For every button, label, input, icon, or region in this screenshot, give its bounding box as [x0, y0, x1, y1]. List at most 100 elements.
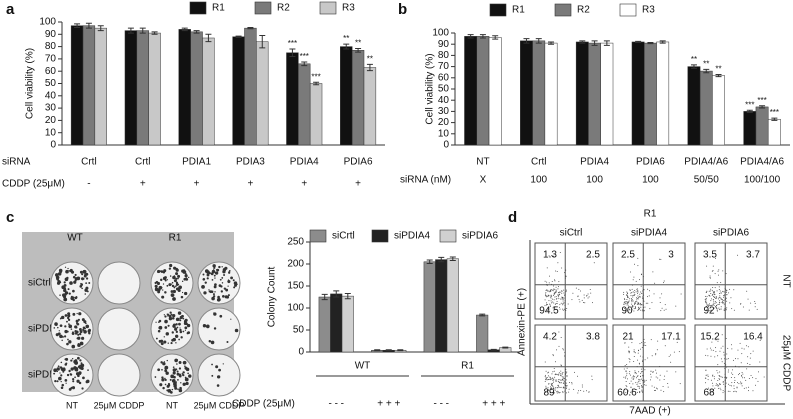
- colony: [164, 276, 167, 279]
- colony: [212, 269, 215, 272]
- y-axis-label: Cell viability (%): [425, 53, 436, 124]
- flow-event: [631, 377, 633, 379]
- flow-event: [727, 347, 729, 349]
- colony: [71, 344, 76, 349]
- flow-event: [663, 282, 665, 284]
- flow-event: [642, 341, 644, 343]
- flow-event: [713, 307, 715, 309]
- bar: [190, 31, 203, 146]
- colony: [212, 295, 216, 298]
- flow-x-label: 7AAD (+): [629, 406, 670, 417]
- flow-event: [553, 288, 555, 290]
- flow-event: [583, 294, 585, 296]
- colony: [171, 378, 176, 383]
- flow-event: [637, 295, 639, 297]
- flow-event: [757, 380, 759, 382]
- error-bar: [635, 40, 642, 44]
- colony: [234, 328, 239, 333]
- colony: [75, 369, 79, 372]
- error-bar: [548, 41, 555, 45]
- y-tick-label: 0: [443, 140, 449, 151]
- flow-event: [587, 297, 589, 299]
- flow-event: [718, 269, 720, 271]
- flow-event: [653, 293, 655, 295]
- colony: [162, 289, 164, 291]
- flow-event: [642, 299, 644, 301]
- colony: [232, 279, 235, 282]
- flow-event: [636, 297, 638, 299]
- flow-event: [726, 358, 728, 360]
- y-tick-label: 100: [287, 303, 304, 314]
- flow-event: [551, 289, 553, 291]
- flow-event: [544, 391, 546, 393]
- flow-event: [559, 382, 561, 384]
- flow-event: [642, 276, 644, 278]
- colony: [81, 277, 85, 281]
- flow-event: [708, 387, 710, 389]
- flow-event: [559, 291, 561, 293]
- x-tick-label: PDIA6: [636, 157, 665, 168]
- flow-event: [644, 359, 646, 361]
- flow-event: [554, 389, 556, 391]
- colony: [71, 386, 76, 390]
- colony: [78, 381, 82, 385]
- flow-event: [733, 391, 735, 393]
- flow-event: [715, 302, 717, 304]
- colony: [164, 315, 167, 318]
- error-bar: [759, 105, 766, 109]
- flow-event: [712, 292, 714, 294]
- flow-event: [551, 255, 553, 257]
- flow-event: [724, 293, 726, 295]
- flow-event: [632, 300, 634, 302]
- flow-event: [644, 369, 646, 371]
- colony: [177, 288, 181, 292]
- colony: [174, 386, 178, 390]
- colony: [202, 273, 205, 276]
- colony: [66, 316, 70, 320]
- error-bar: [479, 313, 486, 317]
- flow-event: [586, 294, 588, 296]
- colony: [59, 334, 63, 339]
- flow-event: [554, 296, 556, 298]
- flow-event: [660, 389, 662, 391]
- flow-event: [634, 289, 636, 291]
- colony: [59, 366, 61, 368]
- flow-event: [642, 296, 644, 298]
- flow-event: [707, 379, 709, 381]
- y-tick-label: 80: [45, 41, 57, 52]
- flow-event: [549, 376, 551, 378]
- flow-event: [637, 292, 639, 294]
- flow-event: [631, 309, 633, 311]
- colony: [177, 277, 179, 280]
- colony: [208, 271, 211, 275]
- flow-event: [589, 255, 591, 257]
- flow-event: [557, 262, 559, 264]
- colony: [170, 290, 174, 293]
- colony: [77, 333, 80, 336]
- flow-event: [641, 366, 643, 368]
- colony: [72, 331, 74, 333]
- flow-event: [740, 383, 742, 385]
- flow-event: [720, 376, 722, 378]
- error-bar: [193, 30, 200, 34]
- flow-event: [706, 309, 708, 311]
- bar: [520, 40, 533, 146]
- flow-event: [560, 365, 562, 367]
- flow-event: [706, 265, 708, 267]
- flow-event: [719, 379, 721, 381]
- flow-event: [551, 289, 553, 291]
- flow-event: [664, 345, 666, 347]
- flow-event: [643, 384, 645, 386]
- bar: [232, 36, 245, 146]
- bar: [286, 52, 299, 146]
- legend-swatch: [254, 1, 272, 15]
- flow-event: [704, 300, 706, 302]
- flow-event: [625, 385, 627, 387]
- flow-event: [652, 371, 654, 373]
- flow-event: [724, 287, 726, 289]
- colony: [182, 373, 185, 377]
- colony: [75, 326, 77, 329]
- flow-event: [634, 306, 636, 308]
- group-label: WT: [355, 361, 371, 372]
- flow-event: [732, 359, 734, 361]
